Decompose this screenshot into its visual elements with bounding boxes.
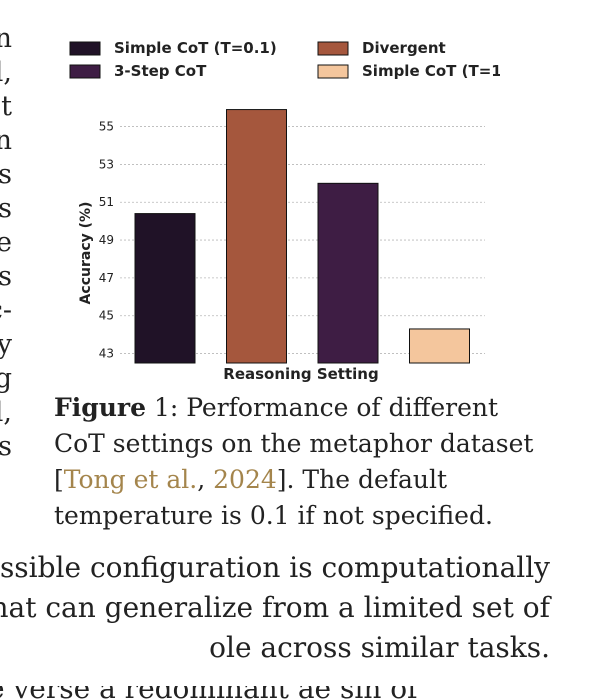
legend-swatch: [317, 64, 349, 79]
legend-swatch: [69, 64, 101, 79]
y-tick-label: 55: [99, 120, 114, 134]
y-tick-label: 53: [99, 157, 114, 171]
cut-off-line: e verse a redominant ae sin of: [0, 686, 605, 699]
left-fragment: s: [0, 159, 12, 190]
y-axis-label: Accuracy (%): [78, 202, 94, 305]
legend-label: Divergent: [362, 39, 446, 57]
left-fragment: e: [0, 227, 12, 258]
left-fragment: l,: [0, 397, 12, 428]
body-line-text: that can generalize from a limited set o…: [0, 591, 550, 624]
y-tick-label: 47: [99, 271, 114, 285]
citation-year-link[interactable]: 2024: [213, 465, 277, 494]
bar-simple-cot-t-0-1: [134, 213, 196, 364]
left-fragment: t: [1, 91, 12, 122]
bar-divergent: [226, 109, 287, 364]
body-line: that can generalize from a limited set o…: [0, 588, 605, 628]
figure-caption: Figure 1: Performance of different CoT s…: [54, 390, 554, 534]
left-fragment: s: [0, 431, 12, 462]
left-fragment: c-: [0, 295, 12, 326]
bar-chart: Simple CoT (T=0.1) Divergent 3-Step CoT Sim…: [69, 39, 500, 383]
citation-authors-link[interactable]: Tong et al.: [63, 465, 198, 494]
caption-text-part1: : Performance of different CoT settings …: [54, 393, 534, 494]
caption-text-part2: ]. The default temperature is 0.1 if not…: [54, 465, 493, 530]
y-tick-label: 43: [99, 347, 114, 361]
left-fragment: l,: [0, 57, 12, 88]
left-column-text: n l, t n s s e s c- y g l, s: [0, 22, 12, 464]
left-fragment: n: [0, 23, 12, 54]
y-tick-label: 51: [99, 195, 114, 209]
caption-label: Figure: [54, 393, 146, 422]
body-line-text: possible configuration is computationall…: [0, 551, 550, 584]
body-text: possible configuration is computationall…: [0, 548, 605, 668]
legend-label: Simple CoT (T=1.0): [362, 62, 500, 80]
legend-label: Simple CoT (T=0.1): [114, 39, 277, 57]
chart-bars: [134, 109, 470, 364]
y-tick-label: 49: [99, 233, 114, 247]
y-axis-ticks: 43 45 47 49 51 53 55: [99, 120, 114, 361]
caption-cite-separator: ,: [197, 465, 214, 494]
bar-simple-cot-t-1-0: [409, 328, 470, 364]
caption-number: 1: [153, 393, 170, 422]
cut-off-line-text: e verse a redominant ae sin of: [0, 686, 417, 699]
body-line: ole across similar tasks.: [0, 628, 605, 668]
left-fragment: s: [0, 261, 12, 292]
left-fragment: n: [0, 125, 12, 156]
legend-swatch: [317, 41, 349, 56]
body-line-text: ole across similar tasks.: [209, 631, 550, 664]
left-fragment: s: [0, 193, 12, 224]
body-line: possible configuration is computationall…: [0, 548, 605, 588]
bar-3-step-cot: [317, 182, 379, 364]
legend-swatch: [69, 41, 101, 56]
x-axis-label: Reasoning Setting: [223, 365, 378, 383]
left-fragment: y: [0, 329, 12, 360]
chart-legend: Simple CoT (T=0.1) Divergent 3-Step CoT Sim…: [69, 39, 500, 80]
legend-label: 3-Step CoT: [114, 62, 207, 80]
y-tick-label: 45: [99, 309, 114, 323]
left-fragment: g: [0, 363, 12, 394]
